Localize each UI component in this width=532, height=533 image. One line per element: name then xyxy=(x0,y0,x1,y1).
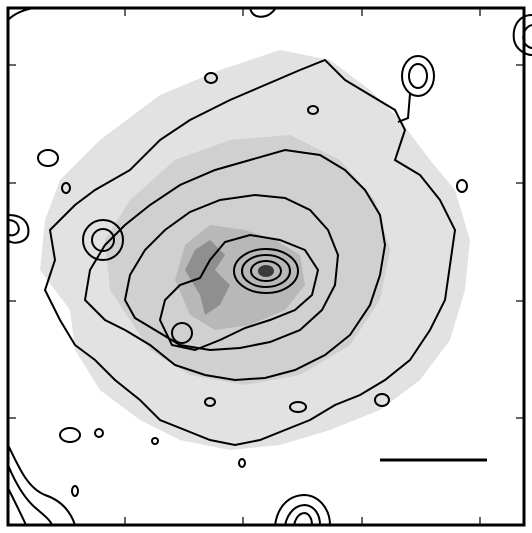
contour-level-4 xyxy=(158,233,320,352)
corner-source-bottom-left-3 xyxy=(7,487,27,526)
contour-lines xyxy=(7,7,532,526)
contour-tail-top-right xyxy=(397,93,411,123)
point-source-lower xyxy=(171,322,193,344)
corner-source-bottom-left xyxy=(7,444,76,526)
blob-left-lower xyxy=(59,427,81,443)
corner-source-bottom-left-2 xyxy=(7,464,53,526)
edge-source-bottom-center xyxy=(274,493,331,526)
edge-source-left xyxy=(7,214,30,244)
blob-lower-right xyxy=(289,401,307,413)
edge-source-top-center xyxy=(249,7,277,18)
contour-level-3 xyxy=(123,193,340,352)
grey-nucleus xyxy=(258,265,274,277)
blob-right-lower xyxy=(374,393,390,407)
contour-level-1 xyxy=(43,58,457,447)
blob-left-dot xyxy=(61,182,71,194)
contour-level-2 xyxy=(83,148,387,382)
contour-level-6 xyxy=(241,254,291,288)
contour-level-7 xyxy=(250,260,282,282)
blob-top-small xyxy=(204,72,218,84)
contour-level-5 xyxy=(233,248,299,294)
blob-bottom-small xyxy=(71,485,79,497)
blob-lower-small xyxy=(94,428,104,438)
edge-source-bottom-center-core xyxy=(293,511,313,526)
point-source-top-right-inner xyxy=(408,63,428,89)
image-frame xyxy=(6,6,526,527)
corner-source-top-left xyxy=(7,7,35,21)
edge-source-bottom-center-inner xyxy=(284,503,321,526)
tick-marks xyxy=(8,8,524,525)
grey-dark-filament xyxy=(185,240,230,315)
blob-lower-mid xyxy=(204,397,216,407)
point-source-top-right-outer xyxy=(401,55,435,97)
blob-right-edge xyxy=(456,179,468,193)
point-source-left-outer xyxy=(82,219,124,261)
blob-bottom-dot xyxy=(238,458,246,468)
edge-source-left-inner xyxy=(7,219,20,237)
blob-left-upper xyxy=(37,149,59,167)
blob-lower-left-dot xyxy=(151,437,159,445)
point-source-left-inner xyxy=(91,228,115,252)
blob-top-mid xyxy=(307,105,319,115)
